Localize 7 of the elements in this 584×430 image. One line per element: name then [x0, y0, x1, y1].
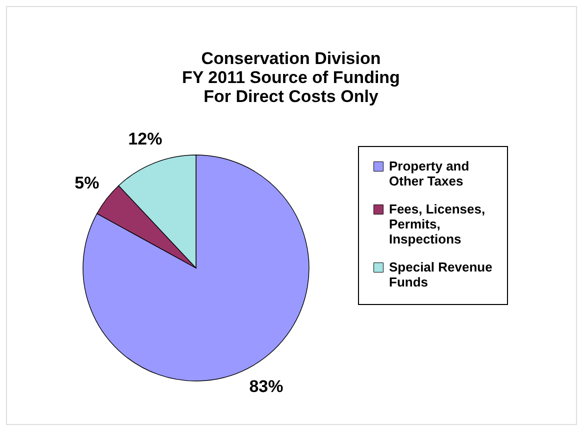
legend-label: Fees, Licenses, Permits, Inspections: [389, 202, 486, 246]
legend-label: Special Revenue Funds: [389, 260, 492, 290]
data-label: 12%: [128, 130, 162, 149]
chart-title: Conservation Division FY 2011 Source of Funding For Direct Costs Only: [182, 49, 400, 106]
legend-label: Property and Other Taxes: [389, 158, 470, 188]
data-label: 83%: [249, 376, 284, 396]
data-label: 5%: [74, 173, 100, 192]
